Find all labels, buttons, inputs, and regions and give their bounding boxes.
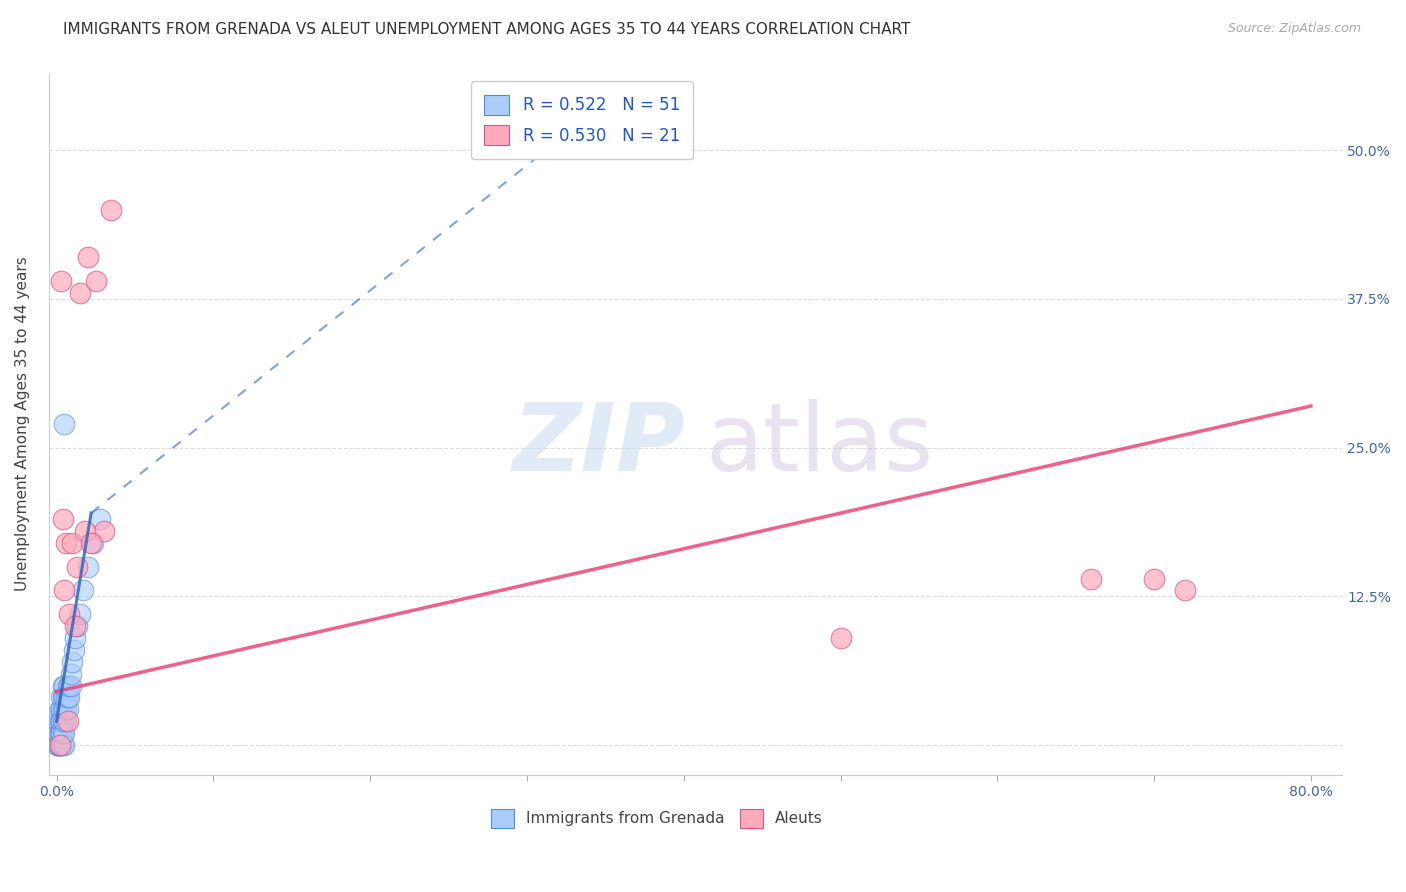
Point [1143,572,1166,586]
Point [72,583,94,598]
Point [93,524,115,538]
Point [56,679,79,693]
Point [1174,583,1197,598]
Point [65,619,87,633]
Point [52,714,75,729]
Point [46,726,69,740]
Point [66,559,89,574]
Text: atlas: atlas [706,399,934,491]
Point [46,714,69,729]
Point [56,690,79,705]
Point [58,607,80,622]
Point [69,286,91,301]
Point [1080,572,1102,586]
Point [53,583,76,598]
Point [48,738,70,752]
Point [48,726,70,740]
Point [52,738,75,752]
Point [53,679,76,693]
Point [52,679,75,693]
Point [58,679,80,693]
Point [52,702,75,716]
Point [66,619,89,633]
Point [53,738,76,752]
Point [80,536,103,550]
Point [56,714,79,729]
Point [830,631,852,645]
Point [89,512,111,526]
Point [51,738,73,752]
Y-axis label: Unemployment Among Ages 35 to 44 years: Unemployment Among Ages 35 to 44 years [15,257,30,591]
Point [60,655,83,669]
Point [48,714,70,729]
Point [51,714,73,729]
Point [55,702,77,716]
Point [46,738,69,752]
Point [51,690,73,705]
Point [51,702,73,716]
Point [53,714,76,729]
Point [55,690,77,705]
Legend: Immigrants from Grenada, Aleuts: Immigrants from Grenada, Aleuts [485,803,828,834]
Point [53,726,76,740]
Point [82,536,104,550]
Point [100,202,122,217]
Text: Source: ZipAtlas.com: Source: ZipAtlas.com [1227,22,1361,36]
Point [48,702,70,716]
Point [51,726,73,740]
Point [53,417,76,431]
Point [60,536,83,550]
Point [77,559,100,574]
Point [52,690,75,705]
Point [65,631,87,645]
Point [55,536,77,550]
Point [53,690,76,705]
Point [48,738,70,752]
Point [48,726,70,740]
Point [51,274,73,288]
Point [52,512,75,526]
Point [51,726,73,740]
Point [46,738,69,752]
Point [55,714,77,729]
Point [52,726,75,740]
Point [63,643,86,657]
Point [84,274,107,288]
Point [69,607,91,622]
Point [51,738,73,752]
Point [77,251,100,265]
Text: IMMIGRANTS FROM GRENADA VS ALEUT UNEMPLOYMENT AMONG AGES 35 TO 44 YEARS CORRELAT: IMMIGRANTS FROM GRENADA VS ALEUT UNEMPLO… [63,22,911,37]
Point [53,702,76,716]
Point [58,690,80,705]
Point [48,738,70,752]
Text: ZIP: ZIP [512,399,685,491]
Point [59,679,82,693]
Point [51,714,73,729]
Point [73,524,96,538]
Point [56,702,79,716]
Point [59,666,82,681]
Point [46,738,69,752]
